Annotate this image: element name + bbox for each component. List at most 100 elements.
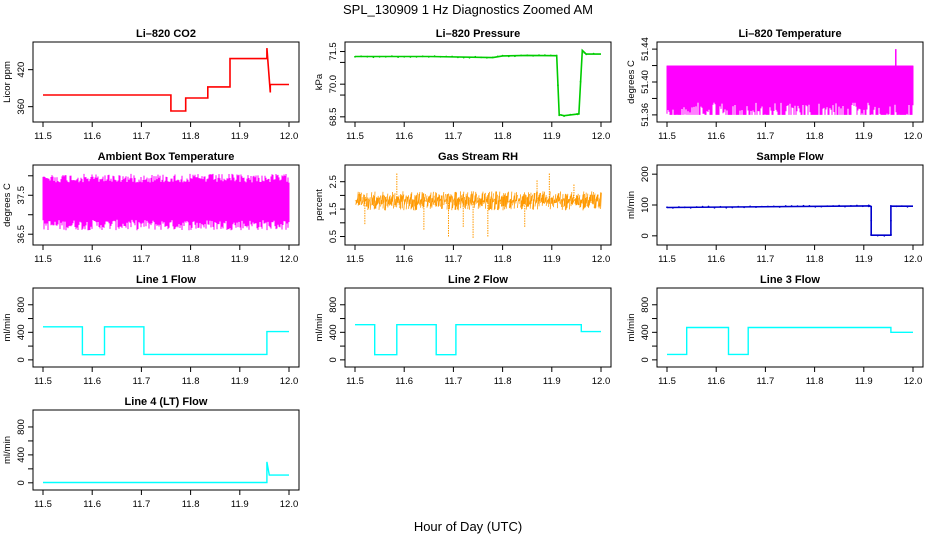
panel-title-rh: Gas Stream RH: [438, 151, 518, 163]
panel-title-licor-temp: Li–820 Temperature: [738, 28, 841, 40]
series-point-sample-flow: [870, 233, 873, 236]
panel-box-temp: Ambient Box Temperature degrees C 11.5 11.6…: [2, 151, 300, 265]
plot-frame-box-temp: [32, 164, 300, 246]
x-tick-label: 11.6: [395, 254, 413, 265]
x-tick-label: 11.7: [133, 131, 151, 142]
series-point-pressure: [354, 55, 356, 58]
x-tick-label: 11.5: [346, 131, 364, 142]
series-point-sample-flow: [672, 207, 674, 209]
series-point-pressure: [372, 56, 375, 59]
series-strokes-licor-temp: [666, 65, 914, 115]
x-tick-label: 12.0: [280, 131, 299, 142]
y-tick-label: 360: [16, 99, 27, 115]
series-point-sample-flow: [844, 205, 846, 208]
series-line1: [43, 326, 289, 356]
x-tick-label: 11.7: [445, 376, 463, 387]
series-pressure: [354, 48, 601, 117]
series-point-pressure: [378, 55, 381, 58]
series-point-pressure: [520, 54, 522, 57]
x-tick-label: 11.9: [543, 131, 561, 142]
series-point-sample-flow: [666, 206, 668, 209]
series-point-sample-flow: [808, 205, 811, 207]
x-tick-label: 11.7: [445, 254, 463, 265]
series-point-sample-flow: [861, 205, 864, 208]
panel-title-co2: Li–820 CO2: [136, 28, 196, 40]
series-strokes-box-temp: [42, 173, 290, 231]
x-tick-label: 11.5: [346, 376, 364, 387]
series-point-sample-flow: [869, 205, 871, 207]
y-tick-label: 100: [640, 197, 651, 213]
series-point-pressure: [578, 113, 580, 115]
x-tick-label: 11.5: [34, 499, 52, 510]
x-tick-label: 11.5: [34, 131, 52, 142]
x-tick-label: 11.6: [707, 254, 725, 265]
series-point-sample-flow: [820, 205, 823, 208]
y-tick-label: 800: [16, 419, 27, 435]
series-point-pressure: [585, 53, 588, 56]
y-tick-label: 0: [16, 480, 27, 485]
x-tick-label: 11.8: [182, 499, 200, 510]
plot-frame-sample-flow: [656, 164, 924, 246]
plot-frame-line3: [656, 287, 924, 368]
panel-co2: Li–820 CO2 Licor ppm 11.5 11.6 11.7 11.8 11.9 1…: [2, 28, 300, 142]
panel-title-sample-flow: Sample Flow: [756, 151, 824, 163]
panel-title-line2: Line 2 Flow: [448, 274, 508, 286]
x-tick-label: 12.0: [904, 254, 923, 265]
x-tick-label: 11.9: [855, 376, 873, 387]
series-point-pressure: [544, 54, 546, 56]
series-point-sample-flow: [890, 205, 892, 207]
series-point-sample-flow: [761, 205, 763, 208]
figure-title: SPL_130909 1 Hz Diagnostics Zoomed AM: [343, 2, 593, 17]
y-tick-label: 0: [640, 357, 651, 362]
y-tick-label: 400: [328, 324, 339, 340]
series-point-pressure: [457, 56, 459, 59]
x-tick-label: 11.6: [83, 254, 101, 265]
series-point-sample-flow: [826, 205, 829, 208]
plot-frame-line1: [32, 287, 300, 368]
x-tick-label: 11.8: [494, 254, 512, 265]
series-point-pressure: [486, 56, 488, 59]
x-tick-label: 12.0: [280, 499, 299, 510]
series-point-pressure: [468, 56, 471, 59]
series-point-pressure: [445, 55, 448, 58]
series-line-line1: [43, 326, 289, 356]
panel-line3: Line 3 Flow ml/min 11.5 11.6 11.7 11.8 11.9 12.…: [626, 274, 924, 387]
series-point-sample-flow: [796, 205, 799, 208]
x-tick-label: 11.7: [133, 254, 151, 265]
series-line-line2: [355, 324, 601, 356]
x-tick-label: 12.0: [592, 376, 611, 387]
series-point-pressure: [427, 56, 430, 58]
series-point-sample-flow: [749, 205, 751, 208]
series-point-pressure: [514, 55, 516, 58]
series-point-sample-flow: [802, 204, 805, 207]
y-tick-label: 51.44: [640, 37, 651, 61]
series-point-sample-flow: [850, 205, 852, 207]
series-point-pressure: [532, 55, 534, 57]
series-point-sample-flow: [814, 205, 817, 208]
y-tick-label: 51.40: [640, 70, 651, 94]
x-tick-label: 11.8: [806, 254, 824, 265]
y-tick-label: 800: [328, 297, 339, 313]
series-point-sample-flow: [683, 206, 686, 209]
panel-line4: Line 4 (LT) Flow ml/min 11.5 11.6 11.7 11.8 11…: [2, 396, 300, 510]
x-tick-label: 12.0: [904, 376, 923, 387]
x-tick-label: 11.7: [133, 499, 151, 510]
x-tick-label: 11.7: [445, 131, 463, 142]
series-point-sample-flow: [906, 205, 909, 208]
x-tick-label: 12.0: [280, 254, 299, 265]
series-point-sample-flow: [755, 206, 757, 209]
series-point-sample-flow: [832, 205, 834, 207]
plot-frame-co2: [32, 41, 300, 123]
x-tick-label: 11.6: [707, 376, 725, 387]
series-line-sample-flow: [666, 205, 913, 236]
series-point-pressure: [480, 56, 482, 59]
series-point-sample-flow: [767, 205, 769, 208]
panel-title-pressure: Li–820 Pressure: [436, 28, 520, 40]
series-point-sample-flow: [719, 205, 722, 208]
series-point-pressure: [579, 80, 582, 83]
y-axis-label-pressure: kPa: [314, 73, 325, 90]
series-line2: [355, 324, 601, 356]
y-axis-label-co2: Licor ppm: [2, 61, 13, 103]
series-point-pressure: [538, 54, 540, 56]
plot-frame-rh: [344, 164, 612, 246]
